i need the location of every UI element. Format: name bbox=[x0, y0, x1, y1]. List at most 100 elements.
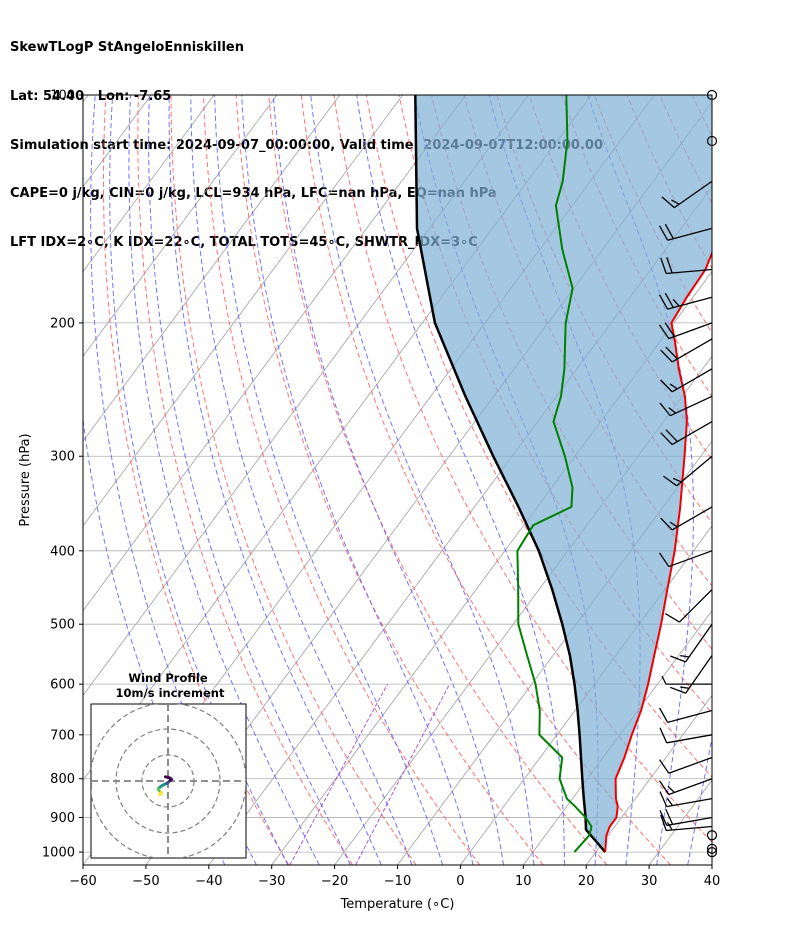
calm-wind-circle bbox=[706, 843, 718, 854]
moist-adiabat bbox=[109, 95, 289, 865]
moist-adiabat bbox=[241, 95, 474, 865]
wind-barb bbox=[660, 338, 713, 363]
dry-adiabat bbox=[333, 95, 712, 843]
wind-barb bbox=[660, 257, 713, 275]
mixing-ratio-line bbox=[289, 683, 388, 865]
wind-barb bbox=[664, 589, 713, 623]
barb-staff bbox=[667, 709, 713, 723]
barb-flag bbox=[660, 379, 673, 393]
wind-barb bbox=[659, 809, 713, 827]
wind-barb bbox=[660, 421, 713, 446]
isotherm-line bbox=[83, 95, 89, 103]
calm-wind-circle bbox=[706, 89, 718, 101]
x-tick-label: −50 bbox=[132, 874, 159, 889]
barb-staff bbox=[666, 798, 713, 808]
barb-flag bbox=[659, 780, 670, 795]
parcel-profile-line bbox=[414, 95, 607, 853]
dry-adiabat bbox=[790, 95, 794, 865]
plot-area bbox=[83, 95, 794, 865]
y-tick-label: 1000 bbox=[42, 846, 75, 861]
barb-flag bbox=[680, 686, 690, 689]
barb-flag bbox=[671, 199, 680, 205]
barb-staff bbox=[685, 655, 713, 694]
y-tick-label: 900 bbox=[50, 811, 75, 826]
barb-flag bbox=[659, 791, 668, 807]
wind-barb bbox=[706, 89, 718, 101]
moist-adiabat bbox=[310, 95, 535, 865]
y-axis-label: Pressure (hPa) bbox=[18, 433, 33, 526]
barb-staff bbox=[666, 268, 713, 275]
dry-adiabat bbox=[725, 95, 794, 865]
moist-adiabat bbox=[168, 95, 382, 865]
barb-staff bbox=[666, 816, 713, 827]
barb-flag bbox=[664, 322, 675, 337]
barb-flag bbox=[660, 517, 673, 531]
wind-barb bbox=[660, 506, 713, 531]
barb-staff bbox=[676, 455, 713, 487]
wind-barb bbox=[661, 180, 713, 209]
dry-adiabat bbox=[757, 95, 794, 865]
wind-barb bbox=[706, 830, 718, 841]
x-tick-label: −60 bbox=[69, 874, 96, 889]
barb-staff bbox=[671, 506, 713, 531]
y-tick-label: 700 bbox=[50, 728, 75, 743]
dry-adiabat bbox=[170, 95, 417, 865]
y-tick-label: 400 bbox=[50, 544, 75, 559]
barb-staff bbox=[667, 227, 713, 241]
barb-staff bbox=[673, 180, 713, 209]
location-line: Lat: 54.40 Lon: -7.65 bbox=[10, 89, 172, 104]
barb-flag bbox=[667, 785, 675, 793]
barb-flag bbox=[659, 727, 668, 744]
wind-barb bbox=[661, 675, 712, 685]
wind-barb bbox=[669, 623, 713, 663]
barb-flag bbox=[659, 324, 670, 340]
isotherm-line bbox=[460, 525, 712, 865]
wind-barb bbox=[658, 707, 713, 723]
barb-flag bbox=[658, 707, 669, 723]
wind-barb bbox=[659, 322, 713, 340]
barb-flag bbox=[665, 429, 678, 443]
isotherm-line bbox=[83, 95, 404, 527]
cape-shading bbox=[415, 95, 712, 853]
hodograph-clip-group bbox=[91, 704, 246, 858]
wind-barb bbox=[663, 455, 713, 487]
hodograph-title: Wind Profile bbox=[128, 671, 208, 685]
wind-barb bbox=[659, 778, 713, 796]
barb-staff bbox=[685, 623, 713, 663]
isotherm-line bbox=[711, 864, 712, 865]
dewpoint-line bbox=[516, 95, 593, 853]
hodograph-subtitle: 10m/s increment bbox=[116, 686, 225, 700]
barb-flag bbox=[658, 225, 669, 241]
barb-flag bbox=[666, 821, 673, 831]
barb-flag bbox=[658, 294, 669, 310]
moist-adiabat bbox=[356, 95, 565, 865]
x-tick-label: −40 bbox=[195, 874, 222, 889]
barb-staff bbox=[668, 778, 713, 796]
dry-adiabat bbox=[137, 95, 353, 865]
moist-adiabat bbox=[272, 95, 504, 865]
wind-barb bbox=[659, 395, 713, 417]
barb-flag bbox=[660, 814, 667, 831]
barb-flag bbox=[663, 475, 678, 487]
chart-title: SkewTLogP StAngeloEnniskillen bbox=[10, 40, 244, 56]
x-tick-label: −20 bbox=[321, 874, 348, 889]
barb-flag bbox=[664, 223, 674, 239]
moist-adiabat bbox=[190, 95, 413, 865]
barb-flag bbox=[669, 383, 678, 390]
y-tick-label: 200 bbox=[50, 316, 75, 331]
barb-staff bbox=[668, 756, 713, 774]
wind-barb bbox=[706, 847, 718, 858]
calm-wind-circle bbox=[706, 135, 718, 147]
hodograph-trace bbox=[163, 775, 170, 779]
barb-staff bbox=[679, 589, 713, 623]
wind-barb bbox=[658, 292, 713, 310]
dry-adiabat bbox=[235, 95, 544, 865]
moist-adiabat bbox=[214, 95, 444, 865]
wind-barb bbox=[669, 655, 713, 694]
x-tick-label: −10 bbox=[384, 874, 411, 889]
y-tick-label: 800 bbox=[50, 772, 75, 787]
wind-barb bbox=[658, 223, 713, 241]
barb-flag bbox=[666, 798, 674, 806]
dry-adiabat bbox=[203, 95, 481, 865]
